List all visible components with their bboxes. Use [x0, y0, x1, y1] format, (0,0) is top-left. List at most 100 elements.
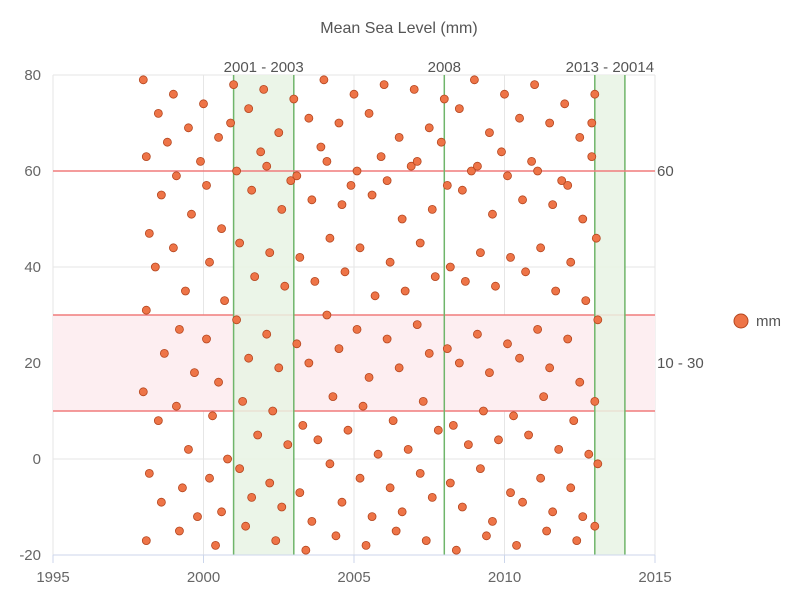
data-point	[220, 296, 229, 306]
data-point	[469, 75, 479, 85]
data-point	[244, 104, 254, 113]
x-tick-label: 2005	[337, 569, 370, 586]
x-plot-band	[594, 75, 625, 555]
data-point	[190, 368, 199, 378]
data-point	[153, 416, 163, 426]
data-point	[424, 123, 434, 133]
data-point	[575, 377, 585, 387]
data-point	[560, 99, 570, 109]
data-point	[187, 209, 196, 219]
data-point	[454, 358, 464, 368]
data-point	[578, 214, 588, 224]
data-point	[593, 315, 603, 325]
data-point	[370, 291, 380, 301]
data-point	[256, 147, 266, 157]
data-point	[289, 94, 299, 104]
data-point	[229, 80, 239, 89]
data-point	[554, 444, 564, 454]
data-point	[385, 483, 395, 493]
data-point	[536, 473, 546, 483]
data-point	[156, 497, 166, 507]
data-point	[205, 473, 214, 483]
x-tick-label: 2000	[187, 569, 220, 586]
data-point	[448, 420, 458, 430]
data-point	[367, 512, 377, 521]
data-point	[451, 545, 461, 555]
data-point	[409, 85, 419, 94]
data-point	[153, 109, 163, 118]
data-point	[394, 132, 404, 142]
data-point	[566, 257, 576, 267]
data-point	[445, 262, 455, 272]
data-point	[578, 512, 588, 521]
y-tick-label: -20	[19, 547, 41, 564]
data-point	[518, 497, 527, 507]
data-point	[162, 137, 172, 147]
data-point	[328, 392, 338, 402]
y-tick-label: 40	[24, 259, 41, 276]
data-point	[337, 497, 347, 507]
data-point	[497, 147, 506, 157]
data-point	[325, 233, 335, 243]
data-point	[364, 372, 374, 382]
x-tick-label: 1995	[36, 569, 69, 586]
data-point	[590, 89, 600, 99]
data-point	[539, 392, 549, 402]
data-point	[412, 320, 422, 330]
data-point	[217, 507, 226, 517]
y-tick-label: 20	[24, 355, 41, 372]
data-point	[244, 353, 254, 363]
data-point	[491, 281, 500, 291]
data-point	[277, 204, 287, 214]
chart-title: Mean Sea Level (mm)	[320, 20, 477, 37]
data-point	[325, 459, 335, 469]
x-plot-band-label: 2013 - 20014	[566, 59, 654, 76]
data-point	[473, 329, 482, 339]
data-point	[581, 296, 591, 306]
data-points	[138, 75, 603, 555]
data-point	[205, 257, 214, 267]
data-point	[445, 478, 455, 488]
data-point	[500, 89, 509, 99]
data-point	[232, 166, 242, 176]
data-point	[150, 262, 160, 272]
data-point	[548, 200, 558, 210]
x-plot-line-label: 2008	[428, 59, 461, 76]
data-point	[551, 286, 561, 296]
data-point	[181, 286, 190, 296]
data-point	[379, 80, 389, 89]
data-point	[247, 185, 257, 195]
data-point	[518, 195, 527, 205]
data-point	[144, 468, 154, 478]
data-point	[141, 305, 151, 315]
data-point	[286, 176, 296, 186]
data-point	[175, 324, 184, 334]
x-plot-band	[233, 75, 294, 555]
data-point	[211, 541, 220, 550]
data-point	[412, 156, 422, 166]
data-point	[168, 243, 178, 253]
data-point	[590, 396, 600, 406]
data-point	[214, 132, 223, 142]
legend-marker-icon	[733, 313, 749, 329]
data-point	[295, 252, 305, 262]
plot-bands	[53, 75, 655, 555]
data-point	[382, 176, 392, 186]
data-point	[343, 425, 353, 435]
data-point	[168, 89, 178, 99]
data-point	[442, 180, 452, 190]
data-point	[427, 204, 437, 214]
data-point	[301, 545, 311, 555]
data-point	[557, 176, 567, 186]
data-point	[268, 406, 278, 416]
data-point	[421, 536, 431, 545]
data-point	[503, 339, 512, 349]
data-point	[575, 132, 585, 142]
data-point	[566, 483, 576, 493]
data-point	[175, 526, 184, 536]
data-point	[196, 156, 205, 166]
legend[interactable]: mm	[733, 313, 781, 330]
data-point	[397, 507, 407, 517]
data-point	[250, 272, 260, 282]
data-point	[433, 425, 443, 435]
